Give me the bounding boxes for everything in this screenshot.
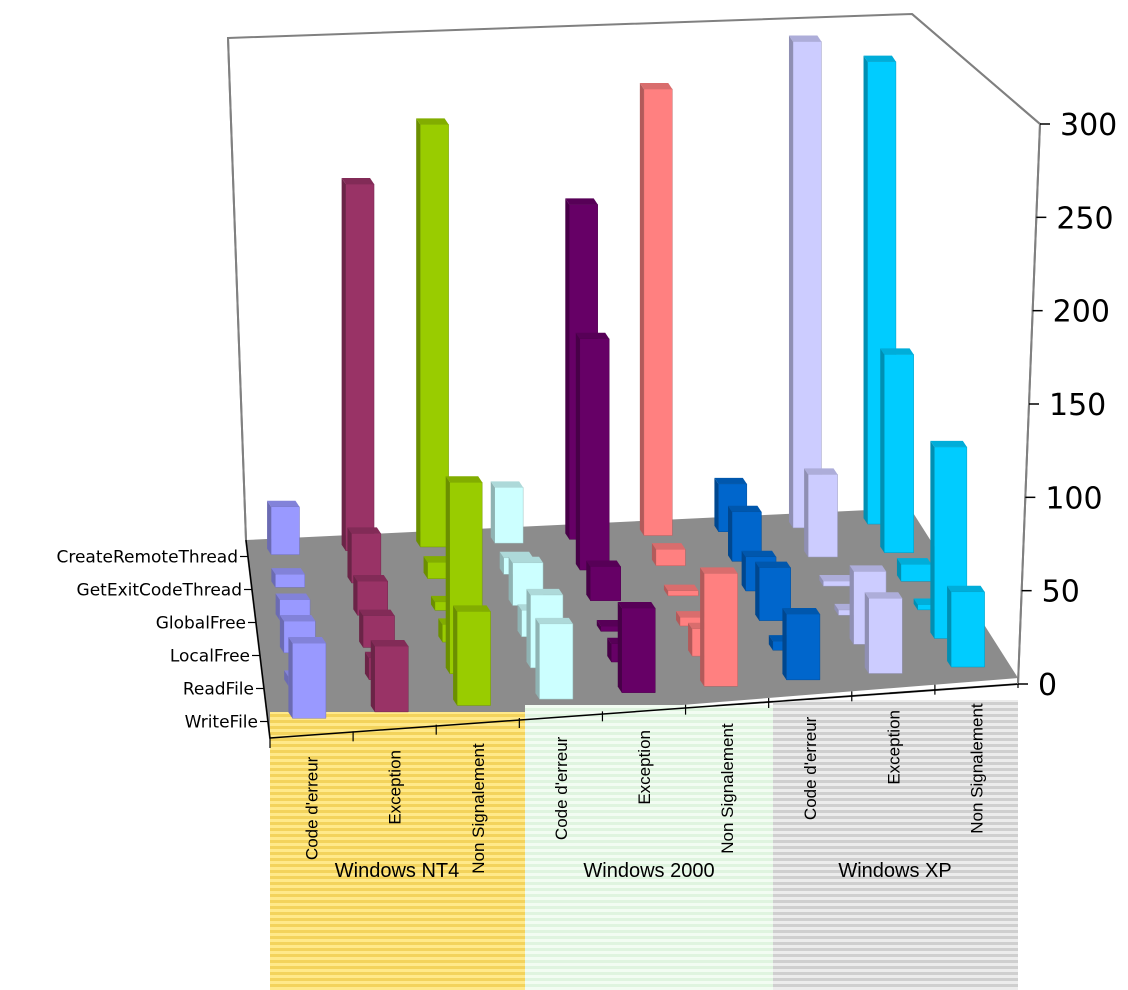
bars [267, 35, 985, 719]
bar-windows-xp-exception-getexitcodethread [804, 468, 838, 558]
group-band-xp [773, 700, 1018, 990]
row-label-createremotethread: CreateRemoteThread [56, 548, 238, 568]
bar-windows-nt4-code-d-erreur-getexitcodethread [271, 568, 306, 588]
bar-windows-xp-code-d-erreur-getexitcodethread [728, 505, 762, 562]
bar-windows-nt4-exception-createremotethread [341, 177, 375, 552]
bar-windows-nt4-exception-globalfree [353, 575, 388, 616]
group-labels: Windows NT4 Windows 2000 Windows XP [335, 860, 952, 882]
bar-windows-xp-non-signalement-getexitcodethread [880, 348, 914, 553]
group-label-windows-nt4: Windows NT4 [335, 860, 459, 882]
group-label-windows-xp: Windows XP [838, 860, 951, 882]
bar-windows-2000-exception-getexitcodethread [575, 332, 610, 571]
value-tick-label-250: 250 [1056, 201, 1113, 236]
bar-windows-xp-non-signalement-globalfree [896, 558, 932, 582]
bar-windows-2000-exception-writefile [617, 602, 656, 693]
value-tick-label-100: 100 [1045, 481, 1102, 516]
group-label-windows-2000: Windows 2000 [583, 860, 714, 882]
row-label-globalfree: GlobalFree [156, 614, 246, 634]
bar-windows-nt4-non-signalement-createremotethread [416, 118, 449, 548]
bar-windows-2000-non-signalement-getexitcodethread [651, 543, 686, 566]
row-label-writefile: WriteFile [185, 713, 258, 733]
row-axis-line [245, 539, 271, 739]
row-label-localfree: LocalFree [170, 647, 250, 667]
bar-windows-2000-non-signalement-globalfree [663, 584, 699, 597]
value-tick-label-0: 0 [1038, 668, 1057, 703]
value-tick-label-50: 50 [1042, 575, 1080, 610]
category-labels: Code d'erreur Exception Non Signalement Cod… [303, 703, 987, 874]
value-tick-label-150: 150 [1049, 388, 1106, 423]
group-band-nt4 [270, 712, 525, 990]
bar-windows-nt4-exception-writefile [370, 640, 409, 713]
row-label-readfile: ReadFile [183, 680, 254, 700]
bar-windows-nt4-code-d-erreur-createremotethread [267, 500, 300, 555]
category-label-windows-2000-exception: Exception [635, 730, 654, 805]
bar-windows-2000-code-d-erreur-createremotethread [490, 481, 524, 544]
value-tick-label-200: 200 [1053, 295, 1110, 330]
value-tick-label-300: 300 [1060, 108, 1117, 143]
value-axis: 0 50 100 150 200 250 300 [1017, 108, 1117, 703]
category-label-windows-2000-code-d-erreur: Code d'erreur [552, 736, 571, 840]
group-band-2000 [525, 705, 773, 990]
category-label-windows-nt4-non-signalement: Non Signalement [469, 743, 488, 874]
bar-windows-nt4-exception-getexitcodethread [347, 527, 382, 584]
bar-windows-xp-exception-writefile [864, 592, 903, 674]
bar-windows-2000-non-signalement-createremotethread [639, 82, 673, 536]
bar-windows-xp-code-d-erreur-localfree [755, 561, 791, 621]
bar-windows-xp-non-signalement-writefile [947, 585, 985, 668]
category-ticks [269, 678, 1019, 748]
bar-windows-2000-non-signalement-writefile [700, 567, 738, 687]
bar-windows-nt4-non-signalement-writefile [453, 605, 491, 706]
category-label-windows-nt4-code-d-erreur: Code d'erreur [303, 756, 322, 860]
row-label-getexitcodethread: GetExitCodeThread [77, 581, 242, 601]
category-axis-line [269, 683, 1019, 739]
bar-windows-xp-exception-createremotethread [788, 35, 822, 529]
category-label-windows-2000-non-signalement: Non Signalement [718, 723, 737, 854]
back-wall-edge [227, 37, 247, 541]
bar-windows-2000-code-d-erreur-writefile [535, 617, 574, 700]
bar-windows-xp-code-d-erreur-writefile [782, 608, 821, 681]
bar-windows-nt4-exception-localfree [359, 609, 395, 648]
bar-windows-xp-exception-globalfree [819, 574, 854, 587]
category-label-windows-xp-exception: Exception [884, 710, 903, 785]
category-label-windows-nt4-exception: Exception [386, 750, 405, 825]
bar-windows-2000-exception-globalfree [586, 560, 621, 601]
back-wall-edge-right [911, 13, 1041, 125]
category-label-windows-xp-code-d-erreur: Code d'erreur [801, 716, 820, 820]
bar-windows-nt4-code-d-erreur-writefile [288, 637, 327, 719]
row-axis: CreateRemoteThread GetExitCodeThread Globa… [56, 539, 271, 739]
category-label-windows-xp-non-signalement: Non Signalement [967, 703, 986, 834]
